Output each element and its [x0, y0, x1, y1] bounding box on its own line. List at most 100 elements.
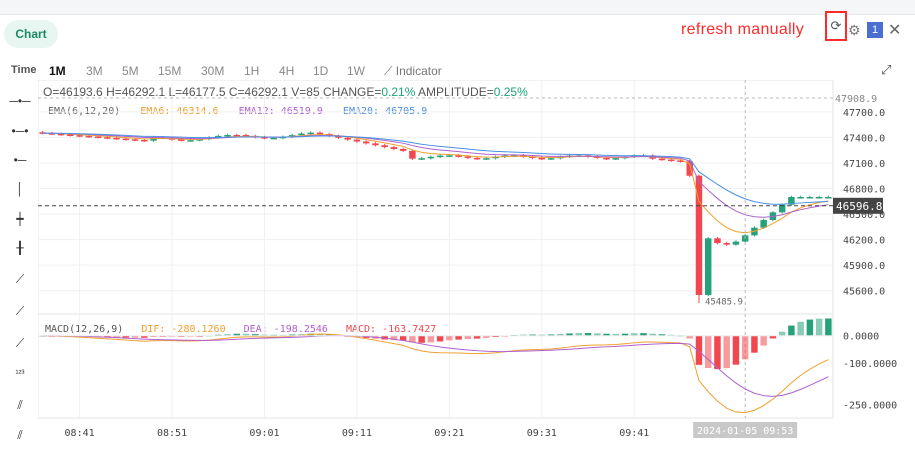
- vertical-segment-tool-icon[interactable]: ╂: [16, 241, 24, 255]
- candle-body: [704, 238, 712, 295]
- time-tick-label: 09:41: [619, 428, 649, 439]
- crosshair-time-label: 2024-01-05 09:53: [697, 426, 793, 437]
- macd-tick-label: 0.0000: [843, 332, 879, 343]
- ohlc-stats: O=46193.6 H=46292.1 L=46177.5 C=46292.1 …: [43, 85, 528, 99]
- candle-body: [399, 148, 407, 151]
- candle-body: [307, 132, 314, 135]
- macd-bar: [252, 334, 259, 336]
- candle-body: [492, 156, 499, 159]
- candle-body: [455, 155, 462, 157]
- indicator-icon: ⟋: [384, 64, 393, 78]
- candle-body: [104, 137, 111, 139]
- macd-bar: [427, 335, 435, 343]
- candle-body: [667, 159, 675, 162]
- macd-bar: [723, 335, 730, 369]
- fullscreen-icon[interactable]: ⤢: [881, 62, 892, 77]
- macd-bar: [436, 335, 444, 342]
- macd-bar: [150, 335, 157, 338]
- price-chart[interactable]: 47700.0 47400.0 47100.0 46800.0 46500.0 46200…: [38, 80, 915, 455]
- macd-bar: [594, 333, 601, 336]
- horizontal-line-tool-icon[interactable]: ─•─: [9, 94, 31, 108]
- macd-bar: [547, 334, 555, 336]
- macd-bar: [473, 335, 481, 339]
- candle-body: [464, 156, 472, 158]
- count-badge[interactable]: 1: [867, 22, 883, 38]
- macd-bar: [658, 334, 666, 336]
- candle-body: [270, 137, 277, 140]
- candle-body: [113, 137, 120, 140]
- candle-body: [547, 158, 555, 160]
- macd-bar: [381, 335, 388, 340]
- macd-bar: [621, 333, 629, 336]
- horizontal-segment-tool-icon[interactable]: •─: [13, 153, 27, 167]
- straight-line-tool-icon[interactable]: ⟋: [15, 336, 25, 350]
- macd-bar: [141, 335, 148, 338]
- indicator-button[interactable]: ⟋ Indicator: [384, 64, 442, 79]
- candle-body: [215, 135, 222, 138]
- macd-dea-line: [42, 334, 829, 397]
- macd-bar: [695, 335, 703, 365]
- interval-15m[interactable]: 15M: [158, 64, 182, 78]
- price-tick-label: 47700.0: [843, 108, 885, 119]
- interval-1m[interactable]: 1M: [49, 64, 66, 78]
- price-tick-label: 46500.0: [843, 210, 885, 221]
- tab-chart[interactable]: Chart: [4, 20, 58, 48]
- interval-5m[interactable]: 5M: [122, 64, 139, 78]
- macd-bar: [131, 335, 139, 338]
- crosshair-time-tag: [693, 422, 798, 438]
- macd-bar: [409, 335, 416, 343]
- candle-body: [427, 156, 435, 159]
- price-tick-label: 47400.0: [843, 133, 885, 144]
- interval-30m[interactable]: 30M: [201, 64, 225, 78]
- candle-body: [436, 155, 444, 158]
- current-price-tag: [833, 197, 883, 214]
- candle-body: [187, 140, 194, 142]
- time-tick-label: 08:41: [65, 428, 95, 439]
- macd-dea-value: DEA: -198.2546: [243, 324, 328, 335]
- macd-bar: [640, 333, 647, 336]
- vertical-line-tool-icon[interactable]: │: [16, 182, 24, 196]
- candle-body: [686, 161, 693, 176]
- macd-bar: [751, 335, 758, 353]
- ray-line-tool-icon[interactable]: ⟋: [15, 304, 25, 318]
- candle-body: [473, 157, 481, 160]
- drawing-tools-sidebar: ─•─ •─• •─ │ ┿ ╂ ⟋ ⟋ ⟋ ¹²³ ⫽ ⫽: [0, 86, 38, 446]
- macd-bar: [538, 334, 546, 336]
- macd-bar: [732, 335, 740, 365]
- close-icon[interactable]: ✕: [888, 22, 902, 39]
- max-price-label: 47908.9: [835, 94, 877, 105]
- candle-body: [196, 139, 204, 141]
- channel-tool-icon[interactable]: ⫽: [17, 428, 23, 442]
- interval-1w[interactable]: 1W: [347, 64, 365, 78]
- candle-body: [538, 157, 546, 160]
- time-label: Time: [11, 64, 37, 76]
- settings-gear-icon[interactable]: ⚙: [848, 22, 861, 38]
- macd-dif-line: [42, 333, 829, 414]
- candle-body: [723, 243, 730, 245]
- refresh-icon: ⟳: [830, 18, 842, 33]
- parallel-line-tool-icon[interactable]: ⫽: [17, 398, 23, 412]
- candle-body: [612, 158, 619, 160]
- trend-line-tool-icon[interactable]: ⟋: [15, 272, 25, 286]
- candle-body: [57, 133, 65, 136]
- price-label-tool-icon[interactable]: ¹²³: [15, 368, 25, 378]
- macd-bar: [520, 334, 527, 336]
- ema12-line: [42, 132, 829, 218]
- time-tick-label: 09:21: [434, 428, 464, 439]
- candle-body: [242, 135, 250, 137]
- vertical-ray-tool-icon[interactable]: ┿: [16, 212, 24, 226]
- macd-bar: [261, 334, 268, 336]
- macd-bar: [686, 335, 693, 339]
- interval-1d[interactable]: 1D: [313, 64, 329, 78]
- refresh-button[interactable]: ⟳: [825, 11, 847, 41]
- macd-bar: [815, 318, 823, 336]
- price-tick-label: 46200.0: [843, 236, 885, 247]
- candle-body: [815, 197, 823, 199]
- candle-body: [122, 138, 130, 141]
- refresh-annotation: refresh manually: [681, 21, 805, 38]
- interval-4h[interactable]: 4H: [279, 64, 295, 78]
- macd-bar: [224, 334, 231, 336]
- interval-3m[interactable]: 3M: [86, 64, 103, 78]
- interval-1h[interactable]: 1H: [244, 64, 260, 78]
- horizontal-ray-tool-icon[interactable]: •─•: [11, 124, 29, 138]
